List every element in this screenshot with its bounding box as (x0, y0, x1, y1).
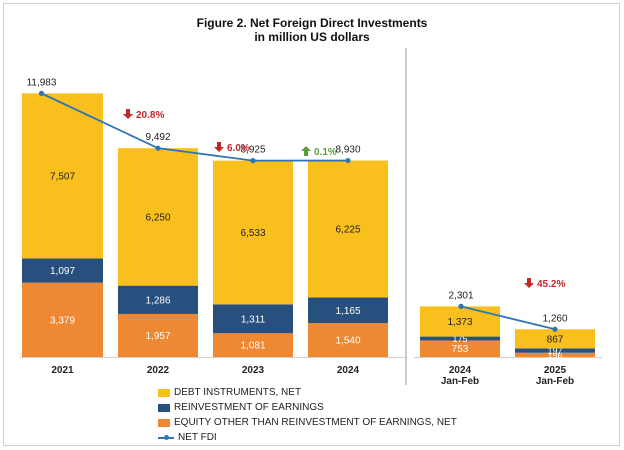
net-fdi-label-1: 9,492 (145, 132, 170, 143)
bar-debt-3 (308, 160, 388, 298)
category-label-4-1: Jan-Feb (441, 376, 479, 387)
bar-equity-5 (515, 352, 595, 357)
bar-equity-3 (308, 323, 388, 357)
legend-item-net-fdi: NET FDI (158, 430, 457, 445)
bar-label-debt-3: 6,225 (335, 225, 360, 236)
legend-swatch-reinvestment (158, 403, 170, 412)
bar-label-equity-4: 753 (452, 344, 469, 355)
change-arrow-2 (301, 146, 311, 156)
bar-reinvest-5 (515, 348, 595, 353)
bar-reinvest-2 (213, 304, 293, 334)
category-label-0-0: 2021 (51, 365, 74, 376)
chart-legend: DEBT INSTRUMENTS, NET REINVESTMENT OF EA… (158, 385, 457, 445)
category-label-5-0: 2025 (544, 365, 567, 376)
chart-title-line1: Figure 2. Net Foreign Direct Investments (196, 16, 428, 30)
net-fdi-point-1 (155, 145, 161, 151)
change-arrow-3 (524, 278, 534, 288)
bar-label-reinvest-3: 1,165 (335, 306, 360, 317)
change-label-0: 20.8% (136, 110, 164, 121)
net-fdi-label-2: 8,925 (240, 145, 265, 156)
category-label-4-0: 2024 (449, 365, 472, 376)
bar-reinvest-4 (420, 336, 500, 341)
legend-item-debt: DEBT INSTRUMENTS, NET (158, 385, 457, 400)
bar-label-equity-2: 1,081 (240, 341, 265, 352)
legend-item-equity: EQUITY OTHER THAN REINVESTMENT OF EARNIN… (158, 415, 457, 430)
legend-label-equity: EQUITY OTHER THAN REINVESTMENT OF EARNIN… (174, 417, 457, 428)
change-label-3: 45.2% (537, 279, 565, 290)
bar-label-equity-3: 1,540 (335, 336, 360, 347)
bar-debt-4 (420, 306, 500, 337)
legend-swatch-net-fdi (158, 434, 174, 442)
category-label-5-1: Jan-Feb (536, 376, 574, 387)
bar-label-debt-0: 7,507 (50, 171, 75, 182)
bar-reinvest-0 (22, 258, 103, 283)
bar-debt-0 (22, 93, 103, 259)
bar-label-reinvest-5: 197 (547, 346, 562, 356)
bar-equity-4 (420, 340, 500, 357)
legend-swatch-debt (158, 388, 170, 397)
net-fdi-point-4 (458, 303, 464, 309)
chart-frame (3, 3, 620, 446)
net-fdi-line-annual (41, 92, 349, 162)
bar-debt-5 (515, 329, 595, 349)
bar-label-equity-0: 3,379 (50, 315, 75, 326)
bar-label-reinvest-0: 1,097 (50, 266, 75, 277)
net-fdi-line-janfeb (460, 305, 556, 331)
change-arrow-1 (214, 142, 224, 152)
legend-label-reinvestment: REINVESTMENT OF EARNINGS (174, 402, 324, 413)
bar-label-reinvest-1: 1,286 (145, 295, 170, 306)
bar-label-debt-2: 6,533 (240, 228, 265, 239)
net-fdi-label-0: 11,983 (27, 77, 57, 88)
bar-reinvest-1 (118, 285, 198, 314)
category-label-2-0: 2023 (242, 365, 265, 376)
bar-label-debt-1: 6,250 (145, 212, 170, 223)
net-fdi-point-3 (345, 157, 351, 164)
category-label-3-0: 2024 (337, 365, 360, 376)
net-fdi-point-5 (552, 326, 558, 332)
bar-label-debt-4: 1,373 (447, 317, 472, 328)
category-label-1-0: 2022 (147, 365, 170, 376)
bar-reinvest-3 (308, 297, 388, 324)
bar-equity-1 (118, 313, 198, 357)
bar-label-equity-1: 1,957 (145, 331, 170, 342)
bar-equity-2 (213, 333, 293, 357)
net-fdi-point-0 (38, 90, 45, 96)
bar-debt-1 (118, 148, 198, 286)
bar-equity-0 (22, 282, 103, 357)
bar-label-equity-5: 196 (547, 350, 562, 360)
chart-title-line2: in million US dollars (254, 30, 370, 44)
bar-debt-2 (213, 160, 293, 305)
change-label-1: 6.0% (227, 143, 250, 154)
net-fdi-label-5: 1,260 (542, 313, 567, 324)
change-label-2: 0.1% (314, 147, 337, 158)
legend-label-net-fdi: NET FDI (178, 432, 217, 443)
net-fdi-label-4: 2,301 (448, 290, 473, 301)
legend-label-debt: DEBT INSTRUMENTS, NET (174, 387, 302, 398)
legend-swatch-equity (158, 418, 170, 427)
legend-item-reinvestment: REINVESTMENT OF EARNINGS (158, 400, 457, 415)
bar-label-reinvest-4: 175 (452, 334, 467, 344)
net-fdi-point-2 (250, 158, 256, 164)
bar-label-reinvest-2: 1,311 (241, 314, 266, 325)
change-arrow-0 (123, 109, 133, 119)
net-fdi-label-3: 8,930 (335, 145, 360, 156)
bar-label-debt-5: 867 (547, 334, 564, 345)
